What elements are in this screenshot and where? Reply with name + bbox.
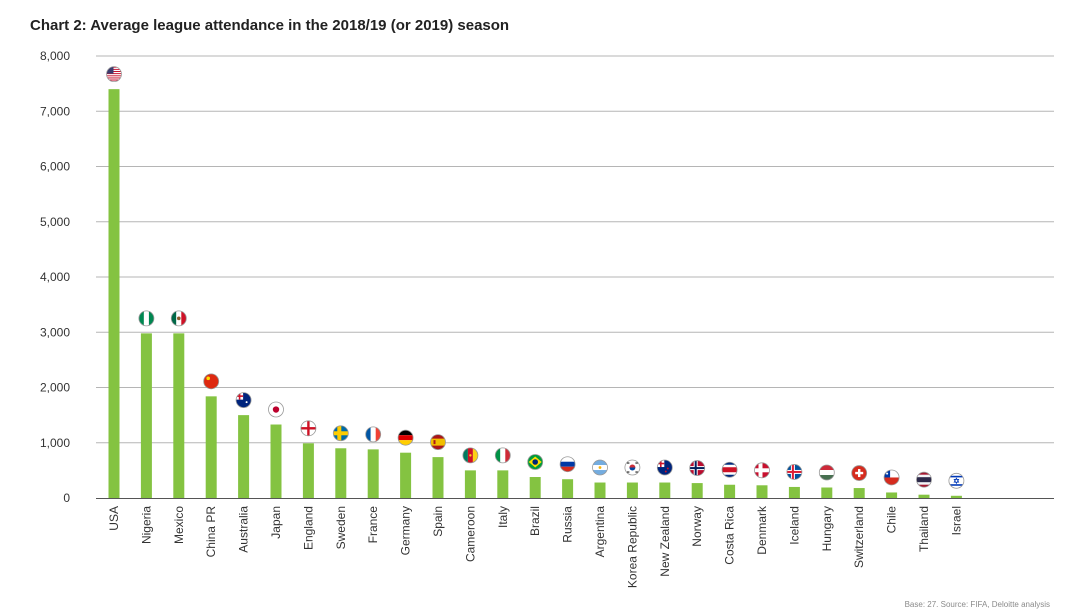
bar-italy: [497, 470, 509, 498]
bar-denmark: [756, 485, 768, 498]
x-tick-label: Australia: [237, 506, 251, 553]
korea-flag-icon: [624, 459, 641, 476]
bar-sweden: [335, 448, 347, 498]
israel-flag-icon: [948, 472, 965, 489]
italy-flag-icon: [494, 447, 511, 464]
y-tick-label: 3,000: [40, 325, 70, 339]
bar-brazil: [529, 477, 541, 498]
x-tick-label: Mexico: [172, 506, 186, 544]
y-tick-label: 1,000: [40, 436, 70, 450]
chile-flag-icon: [883, 469, 900, 486]
x-tick-label: Brazil: [528, 506, 542, 536]
bar-switzerland: [853, 488, 865, 498]
x-tick-label: England: [301, 506, 315, 550]
x-tick-label: Sweden: [334, 506, 348, 549]
x-tick-label: France: [366, 506, 380, 544]
mexico-flag-icon: [170, 310, 187, 327]
x-tick-label: Switzerland: [852, 506, 866, 568]
bar-spain: [432, 457, 444, 498]
chart-title: Chart 2: Average league attendance in th…: [30, 17, 510, 34]
norway-flag-icon: [689, 460, 706, 476]
bar-nigeria: [140, 333, 152, 498]
x-tick-label: Argentina: [593, 506, 607, 558]
bar-germany: [400, 452, 412, 498]
x-tick-label: Thailand: [917, 506, 931, 552]
bar-australia: [238, 415, 250, 498]
source-note: Base: 27. Source: FIFA, Deloitte analysi…: [904, 600, 1050, 609]
y-tick-label: 7,000: [40, 104, 70, 118]
x-tick-label: Russia: [561, 506, 575, 543]
y-tick-label: 8,000: [40, 49, 70, 63]
bar-norway: [691, 483, 703, 498]
bar-usa: [108, 89, 120, 499]
x-tick-label: Hungary: [820, 506, 834, 551]
sweden-flag-icon: [332, 425, 349, 442]
x-tick-label: Denmark: [755, 505, 769, 555]
bar-israel: [950, 495, 962, 498]
x-tick-label: Israel: [949, 506, 963, 535]
iceland-flag-icon: [786, 464, 803, 480]
x-tick-label: Japan: [269, 506, 283, 539]
x-tick-label: Norway: [690, 506, 704, 547]
new-zealand-flag-icon: [656, 459, 673, 476]
england-flag-icon: [300, 420, 317, 437]
thailand-flag-icon: [916, 471, 932, 488]
russia-flag-icon: [559, 456, 576, 473]
germany-flag-icon: [397, 429, 414, 446]
france-flag-icon: [365, 426, 382, 443]
bar-argentina: [594, 482, 606, 498]
china-flag-icon: [203, 373, 220, 390]
spain-flag-icon: [430, 434, 446, 451]
bar-england: [302, 443, 314, 498]
japan-flag-icon: [268, 401, 284, 418]
x-tick-label: Iceland: [787, 506, 801, 545]
australia-flag-icon: [235, 392, 252, 409]
bar-russia: [562, 479, 574, 498]
x-tick-label: Germany: [399, 506, 413, 555]
brazil-flag-icon: [527, 454, 544, 470]
usa-flag-icon: [106, 66, 122, 83]
bar-korea-republic: [626, 482, 638, 498]
x-tick-label: Chile: [885, 506, 899, 534]
bar-china-pr: [205, 396, 217, 498]
y-tick-label: 5,000: [40, 215, 70, 229]
x-tick-label: USA: [107, 506, 121, 531]
x-tick-label: Nigeria: [139, 506, 153, 544]
x-tick-label: Cameroon: [463, 506, 477, 562]
bar-japan: [270, 424, 282, 498]
bar-costa-rica: [724, 484, 736, 498]
x-tick-label: China PR: [204, 506, 218, 558]
x-tick-label: New Zealand: [658, 506, 672, 577]
y-tick-label: 6,000: [40, 160, 70, 174]
y-tick-label: 4,000: [40, 270, 70, 284]
costa-rica-flag-icon: [721, 461, 738, 478]
bar-cameroon: [464, 470, 476, 498]
y-tick-label: 2,000: [40, 381, 70, 395]
x-tick-label: Korea Republic: [625, 506, 639, 588]
denmark-flag-icon: [754, 462, 770, 479]
bar-hungary: [821, 487, 833, 498]
x-tick-label: Spain: [431, 506, 445, 537]
bar-iceland: [788, 486, 800, 498]
bar-chile: [886, 492, 898, 498]
x-tick-label: Costa Rica: [723, 506, 737, 565]
bar-new-zealand: [659, 482, 671, 498]
x-tick-label: Italy: [496, 506, 510, 528]
cameroon-flag-icon: [462, 447, 479, 464]
y-tick-label: 0: [63, 491, 70, 505]
bar-thailand: [918, 494, 930, 498]
bar-france: [367, 449, 379, 498]
bar-mexico: [173, 333, 185, 498]
hungary-flag-icon: [818, 464, 835, 481]
argentina-flag-icon: [592, 459, 608, 476]
nigeria-flag-icon: [138, 310, 155, 327]
switzerland-flag-icon: [851, 465, 868, 481]
